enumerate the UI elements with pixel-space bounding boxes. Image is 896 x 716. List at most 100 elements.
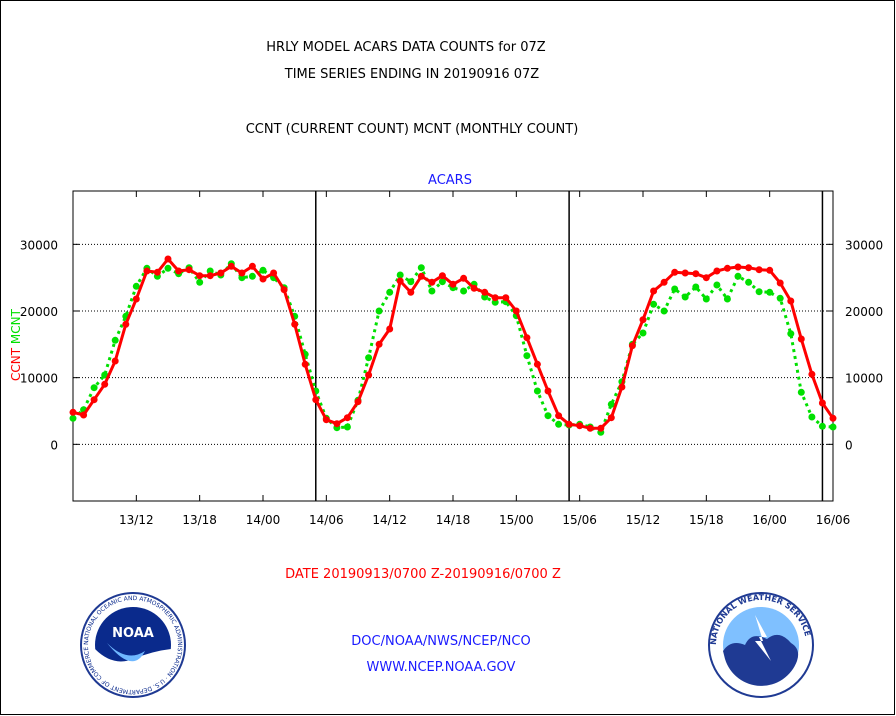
data-point-ccnt [248,262,256,270]
data-point-mcnt [111,336,119,344]
chart-title: ACARS [428,173,472,188]
data-point-ccnt [111,357,119,365]
data-point-ccnt [671,268,679,276]
x-tick-label: 15/18 [689,513,724,527]
data-point-ccnt [639,316,647,324]
data-point-mcnt [259,266,267,274]
data-point-mcnt [734,272,742,280]
data-point-ccnt [533,360,541,368]
data-point-ccnt [681,269,689,277]
y-tick-labels: 0 0 10000 10000 20000 20000 30000 30000 [20,238,883,452]
data-point-ccnt [291,320,299,328]
x-tick-label: 16/00 [752,513,787,527]
data-point-mcnt [90,384,98,392]
data-point-ccnt [776,279,784,287]
data-point-ccnt [217,269,225,277]
data-point-mcnt [755,288,763,296]
data-point-mcnt [723,295,731,303]
data-point-ccnt [280,286,288,294]
data-point-mcnt [766,288,774,296]
data-point-mcnt [776,294,784,302]
data-point-ccnt [829,414,837,422]
data-point-ccnt [523,334,531,342]
data-point-mcnt [438,278,446,286]
data-point-ccnt [428,278,436,286]
data-point-mcnt [829,423,837,431]
data-point-mcnt [386,288,394,296]
data-point-ccnt [460,274,468,282]
y-tick-label-right: 10000 [845,372,883,386]
data-point-ccnt [227,262,235,270]
data-point-mcnt [544,412,552,420]
data-point-ccnt [90,396,98,404]
data-point-ccnt [270,269,278,277]
data-point-ccnt [766,266,774,274]
data-point-mcnt [808,413,816,421]
data-point-ccnt [333,420,341,428]
url-text: WWW.NCEP.NOAA.GOV [367,660,516,675]
data-point-ccnt [396,277,404,285]
data-point-ccnt [787,297,795,305]
x-tick-label: 15/00 [499,513,534,527]
data-point-ccnt [734,263,742,271]
plot-area [72,190,834,502]
data-point-ccnt [628,342,636,350]
data-point-ccnt [69,408,77,416]
title-line-2: TIME SERIES ENDING IN 20190916 07Z [284,67,540,82]
data-point-ccnt [481,288,489,296]
data-point-ccnt [438,272,446,280]
x-tick-label: 13/18 [182,513,217,527]
data-point-ccnt [417,272,425,280]
x-ticks: 13/12 13/18 14/00 14/06 14/12 14/18 15/00 15/06… [119,191,850,527]
data-point-ccnt [407,288,415,296]
series-ccnt [69,255,837,432]
data-point-ccnt [238,269,246,277]
org-text: DOC/NOAA/NWS/NCEP/NCO [351,634,530,649]
data-point-mcnt [375,307,383,315]
data-point-mcnt [713,281,721,289]
data-point-mcnt [132,282,140,290]
data-point-ccnt [512,307,520,315]
data-point-mcnt [745,278,753,286]
data-point-ccnt [597,424,605,432]
data-point-ccnt [143,267,151,275]
data-point-mcnt [407,278,415,286]
y-tick-label-left: 0 [50,438,58,452]
x-tick-label: 14/06 [309,513,344,527]
data-point-mcnt [460,287,468,295]
data-point-ccnt [692,270,700,278]
data-point-ccnt [660,278,668,286]
data-point-mcnt [533,387,541,395]
y-tick-label-right: 0 [845,438,853,452]
data-point-ccnt [650,287,658,295]
noaa-logo-text: NOAA [112,626,154,641]
noaa-logo: NOAA NATIONAL OCEANIC AND ATMOSPHERIC AD… [80,592,186,698]
grid-lines [73,191,833,501]
data-point-ccnt [132,295,140,303]
data-point-ccnt [755,266,763,274]
data-point-ccnt [470,284,478,292]
x-tick-label: 14/12 [372,513,407,527]
data-point-ccnt [343,414,351,422]
data-point-mcnt [164,264,172,272]
data-point-ccnt [301,360,309,368]
data-point-mcnt [101,371,109,379]
data-point-mcnt [818,422,826,430]
data-point-ccnt [153,268,161,276]
data-point-ccnt [723,264,731,272]
data-point-mcnt [797,388,805,396]
data-point-ccnt [101,380,109,388]
data-point-ccnt [185,266,193,274]
y-axis-label: CCNT MCNT [9,308,23,381]
data-point-mcnt [417,264,425,272]
data-point-ccnt [565,420,573,428]
data-point-ccnt [354,398,362,406]
x-tick-label: 16/06 [816,513,851,527]
data-point-mcnt [555,420,563,428]
data-point-ccnt [375,340,383,348]
data-point-mcnt [787,330,795,338]
data-point-ccnt [196,272,204,280]
x-tick-label: 14/00 [246,513,281,527]
data-point-ccnt [164,255,172,263]
